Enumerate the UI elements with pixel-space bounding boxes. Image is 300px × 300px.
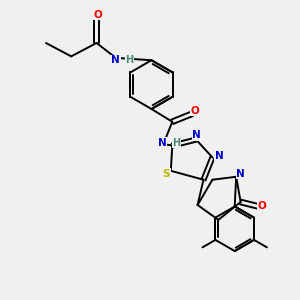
- Text: O: O: [191, 106, 200, 116]
- Text: O: O: [93, 10, 102, 20]
- Text: N: N: [192, 130, 201, 140]
- Text: S: S: [163, 169, 170, 179]
- Text: N: N: [158, 138, 166, 148]
- Text: N: N: [214, 151, 223, 161]
- Text: N: N: [236, 169, 245, 179]
- Text: O: O: [258, 202, 266, 212]
- Text: N: N: [111, 55, 120, 65]
- Text: H: H: [172, 138, 180, 148]
- Text: H: H: [125, 55, 134, 65]
